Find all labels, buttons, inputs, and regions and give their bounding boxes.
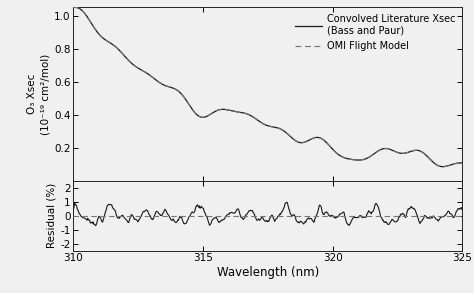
OMI Flight Model <box>71 6 76 9</box>
Convolved Literature Xsec
(Bass and Paur) <box>440 165 446 168</box>
OMI Flight Model <box>171 87 177 90</box>
Convolved Literature Xsec
(Bass and Paur) <box>301 141 306 144</box>
OMI Flight Model <box>301 141 306 144</box>
Convolved Literature Xsec
(Bass and Paur) <box>364 157 370 160</box>
Convolved Literature Xsec
(Bass and Paur) <box>247 113 253 117</box>
Convolved Literature Xsec
(Bass and Paur) <box>331 149 337 152</box>
Y-axis label: O₃ Xsec
(10⁻¹⁹ cm²/mol): O₃ Xsec (10⁻¹⁹ cm²/mol) <box>27 54 50 135</box>
Convolved Literature Xsec
(Bass and Paur) <box>71 6 76 9</box>
Convolved Literature Xsec
(Bass and Paur) <box>72 6 78 9</box>
Legend: Convolved Literature Xsec
(Bass and Paur), OMI Flight Model: Convolved Literature Xsec (Bass and Paur… <box>293 12 457 53</box>
OMI Flight Model <box>364 157 370 160</box>
Line: OMI Flight Model: OMI Flight Model <box>73 7 462 167</box>
Convolved Literature Xsec
(Bass and Paur) <box>140 69 146 73</box>
Convolved Literature Xsec
(Bass and Paur) <box>171 87 177 90</box>
OMI Flight Model <box>440 165 446 168</box>
OMI Flight Model <box>140 69 146 73</box>
OMI Flight Model <box>72 6 78 9</box>
Convolved Literature Xsec
(Bass and Paur) <box>459 161 465 165</box>
OMI Flight Model <box>459 161 465 165</box>
Line: Convolved Literature Xsec
(Bass and Paur): Convolved Literature Xsec (Bass and Paur… <box>73 7 462 167</box>
OMI Flight Model <box>331 149 337 152</box>
OMI Flight Model <box>247 113 253 117</box>
X-axis label: Wavelength (nm): Wavelength (nm) <box>217 266 319 279</box>
Y-axis label: Residual (%): Residual (%) <box>46 183 56 248</box>
